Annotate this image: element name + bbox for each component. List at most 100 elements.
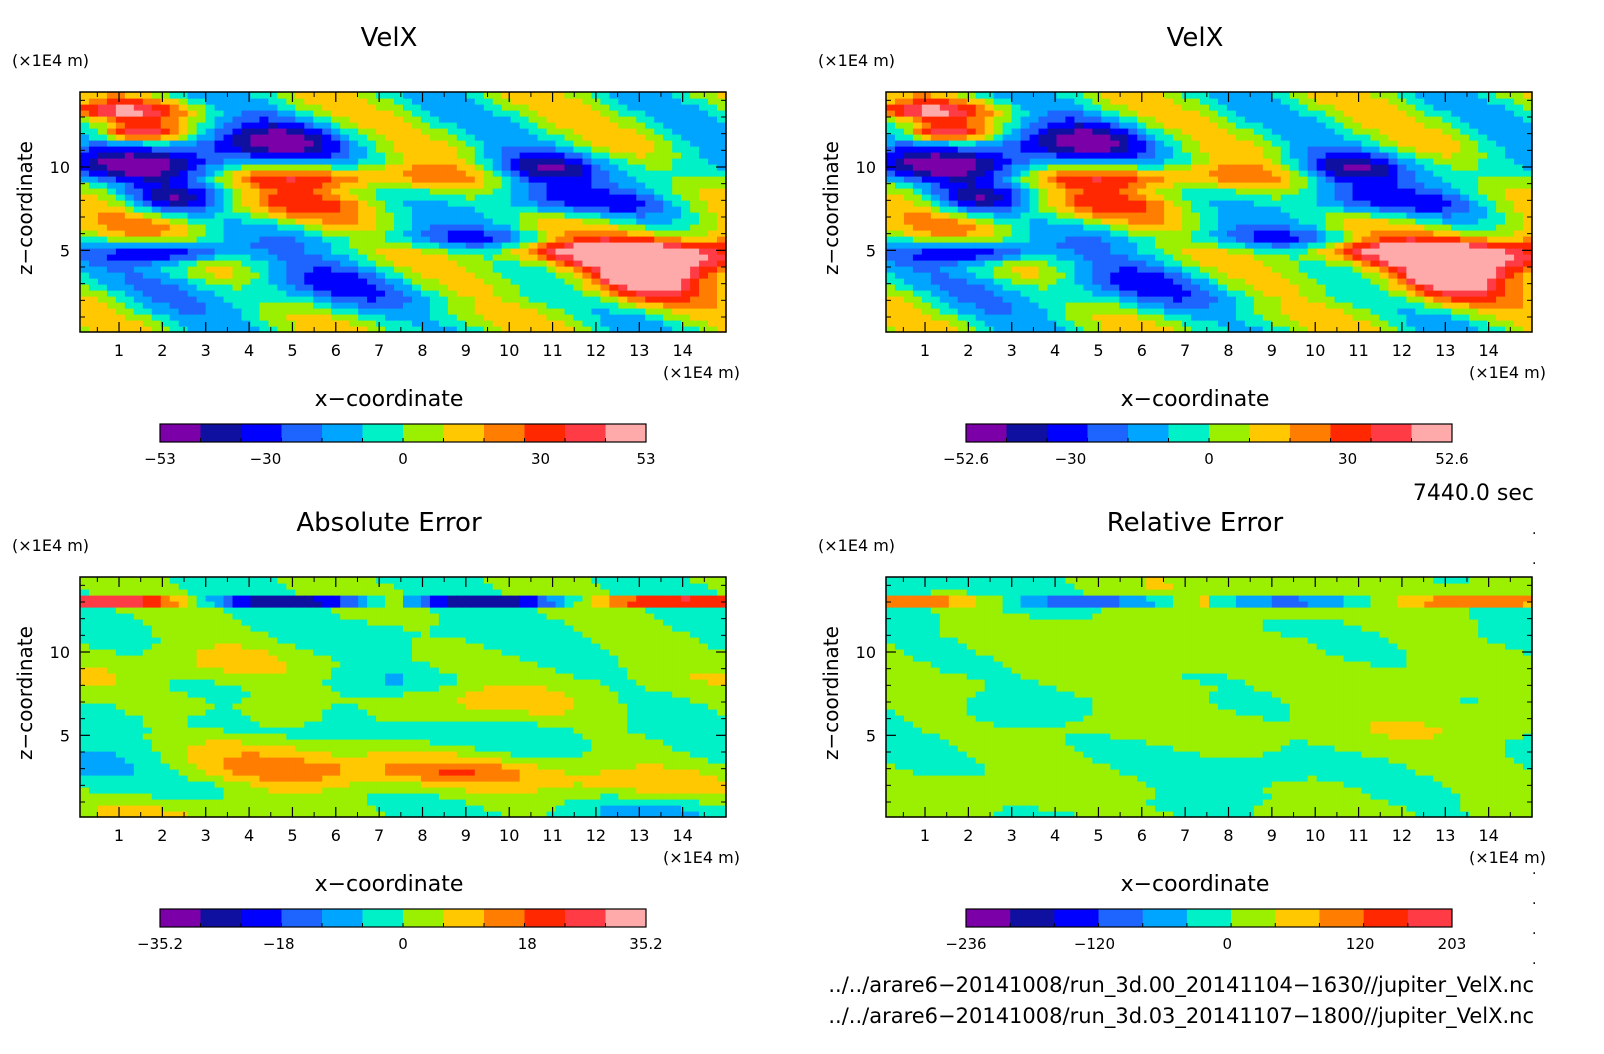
x-tick-label: 5	[287, 341, 297, 360]
contour-cell	[286, 194, 296, 201]
contour-cell	[654, 134, 664, 141]
contour-cell	[1119, 302, 1129, 309]
contour-cell	[403, 110, 413, 117]
colorbar-cell	[281, 424, 323, 442]
contour-cell	[1011, 116, 1022, 123]
contour-cell	[600, 260, 610, 267]
contour-cell	[106, 212, 117, 219]
contour-cell	[376, 182, 386, 189]
contour-cell	[555, 242, 566, 249]
contour-cell	[1280, 266, 1291, 273]
contour-cell	[1271, 92, 1282, 99]
contour-cell	[187, 326, 198, 333]
contour-cell	[1200, 110, 1210, 117]
contour-cell	[367, 98, 377, 105]
contour-cell	[178, 272, 189, 279]
contour-cell	[537, 164, 548, 171]
contour-cell	[331, 308, 341, 315]
contour-cell	[376, 302, 386, 309]
contour-cell	[1074, 302, 1084, 309]
contour-cell	[663, 314, 673, 321]
contour-cell	[1316, 326, 1327, 333]
contour-cell	[97, 98, 108, 105]
contour-cell	[420, 236, 431, 243]
contour-cell	[1280, 104, 1291, 111]
contour-cell	[160, 296, 171, 303]
contour-cell	[277, 98, 287, 105]
contour-cell	[295, 170, 305, 177]
contour-cell	[921, 320, 932, 327]
contour-cell	[115, 152, 126, 159]
contour-cell	[196, 110, 207, 117]
contour-cell	[1128, 92, 1138, 99]
contour-cell	[97, 176, 108, 183]
contour-cell	[465, 296, 476, 303]
contour-cell	[88, 230, 99, 237]
contour-cell	[214, 290, 225, 297]
contour-cell	[1191, 116, 1201, 123]
contour-cell	[636, 194, 646, 201]
contour-cell	[609, 188, 619, 195]
contour-cell	[1253, 278, 1264, 285]
contour-cell	[250, 98, 261, 105]
contour-cell	[385, 308, 395, 315]
contour-cell	[1137, 176, 1147, 183]
contour-cell	[358, 242, 368, 249]
contour-cell	[993, 164, 1004, 171]
contour-cell	[519, 164, 530, 171]
contour-cell	[403, 302, 413, 309]
contour-cell	[1029, 188, 1040, 195]
contour-cell	[894, 272, 905, 279]
contour-cell	[483, 326, 494, 333]
contour-cell	[403, 188, 413, 195]
contour-cell	[1217, 290, 1228, 297]
contour-cell	[403, 296, 413, 303]
contour-cell	[268, 182, 278, 189]
contour-cell	[1271, 164, 1282, 171]
contour-cell	[1047, 116, 1058, 123]
contour-cell	[1110, 152, 1120, 159]
contour-cell	[903, 158, 914, 165]
contour-cell	[1191, 218, 1201, 225]
contour-cell	[358, 110, 368, 117]
contour-cell	[322, 110, 332, 117]
contour-cell	[1083, 326, 1093, 333]
contour-cell	[88, 152, 99, 159]
contour-cell	[376, 254, 386, 261]
contour-cell	[241, 212, 252, 219]
contour-cell	[966, 236, 977, 243]
contour-cell	[1316, 206, 1327, 213]
contour-cell	[376, 320, 386, 327]
contour-cell	[1226, 230, 1237, 237]
contour-cell	[322, 308, 332, 315]
contour-cell	[313, 122, 323, 129]
contour-cell	[1182, 128, 1192, 135]
contour-cell	[160, 140, 171, 147]
contour-cell	[681, 260, 691, 267]
contour-cell	[1083, 242, 1093, 249]
contour-cell	[97, 164, 108, 171]
contour-cell	[241, 320, 252, 327]
contour-cell	[1244, 260, 1255, 267]
contour-cell	[1029, 218, 1040, 225]
contour-cell	[465, 158, 476, 165]
x-tick-label: 9	[461, 341, 471, 360]
contour-cell	[1119, 248, 1129, 255]
contour-cell	[886, 146, 896, 153]
contour-cell	[1217, 260, 1228, 267]
contour-cell	[966, 98, 977, 105]
contour-cell	[645, 122, 655, 129]
contour-cell	[124, 122, 135, 129]
contour-cell	[1119, 230, 1129, 237]
contour-cell	[438, 212, 449, 219]
contour-cell	[1038, 158, 1049, 165]
contour-cell	[465, 302, 476, 309]
contour-cell	[966, 218, 977, 225]
contour-cell	[420, 224, 431, 231]
contour-cell	[313, 128, 323, 135]
contour-cell	[699, 176, 709, 183]
contour-cell	[1226, 140, 1237, 147]
contour-cell	[232, 224, 243, 231]
contour-cell	[501, 302, 512, 309]
contour-cell	[519, 146, 530, 153]
